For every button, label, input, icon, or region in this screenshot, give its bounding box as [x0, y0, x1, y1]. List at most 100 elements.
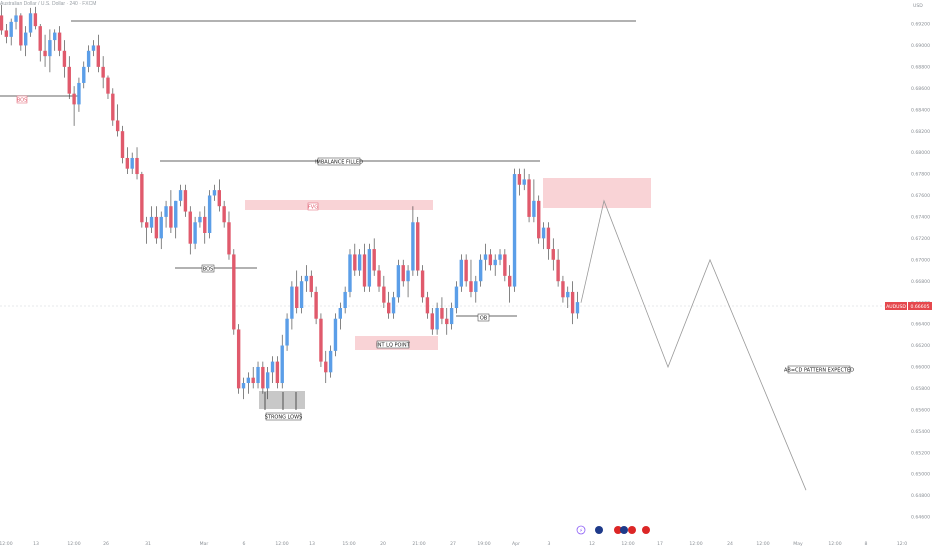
time-tick-label: 13 [33, 541, 39, 547]
annotation-labels: BOS IMBALANCE FILLED FVG BOS OB INT LQ P… [16, 95, 854, 420]
candle-body [164, 206, 168, 217]
price-axis[interactable]: 0.69200 0.69000 0.68800 0.68600 0.68400 0.682… [911, 22, 930, 521]
projection-path [580, 199, 807, 491]
candle-body [527, 179, 531, 217]
symbol-tag [885, 302, 907, 310]
candle-body [33, 13, 38, 27]
candle [575, 291, 580, 319]
candle [222, 200, 226, 228]
candle [174, 200, 178, 239]
candle-body [275, 361, 280, 384]
time-axis[interactable]: 12:00 13 12:00 26 31 Mar 6 12:00 13 15:00 20 21:00 2… [0, 541, 907, 547]
candle [469, 259, 473, 298]
candles-layer [0, 4, 580, 400]
candle-body [280, 345, 284, 384]
candle-body [57, 32, 62, 51]
candle-body [77, 82, 81, 105]
candle-body [333, 318, 338, 351]
au-flag-icon[interactable] [620, 526, 628, 534]
candle-body [377, 270, 381, 287]
strong-lows-label: STRONG LOWS [265, 412, 302, 420]
au-flag-icon[interactable] [595, 526, 603, 534]
price-tick-label: 0.69200 [911, 22, 930, 28]
candle-body [570, 291, 575, 314]
time-tick-label: 13 [309, 541, 315, 547]
chart-title: Australian Dollar / U.S. Dollar · 240 · … [0, 1, 97, 7]
candle-body [522, 179, 526, 185]
candle [188, 206, 192, 255]
candle-body [566, 291, 570, 298]
candle-body [575, 302, 580, 314]
candle-body [111, 93, 115, 121]
candle [193, 216, 197, 250]
candle-body [96, 45, 100, 67]
candle [425, 291, 430, 319]
candle [48, 29, 52, 73]
candle [203, 206, 207, 244]
candle [546, 222, 551, 260]
candle [304, 265, 309, 292]
candle [324, 350, 328, 384]
candle-body [401, 265, 405, 282]
candle [478, 254, 483, 287]
candle-body [319, 318, 323, 362]
bos-top-label: BOS [16, 95, 28, 103]
candle [261, 361, 265, 394]
candle [483, 243, 488, 271]
last-price-text: 0.66605 [911, 304, 930, 310]
candle [377, 265, 381, 292]
candle [198, 211, 202, 228]
candle-body [241, 383, 246, 389]
time-tick-label: 17 [657, 541, 663, 547]
candle [96, 34, 100, 73]
us-flag-icon[interactable] [628, 526, 636, 534]
candle [445, 308, 449, 335]
candle-body [445, 318, 449, 325]
candle [299, 275, 304, 314]
price-tick-label: 0.66000 [911, 365, 930, 371]
candle [14, 7, 18, 30]
candle-body [82, 66, 86, 83]
candle [77, 77, 81, 112]
time-tick-label: 6 [243, 541, 246, 547]
candle [309, 270, 313, 298]
candle [532, 179, 536, 223]
price-tick-label: 0.65000 [911, 472, 930, 478]
dividend-event-icon[interactable] [576, 525, 586, 535]
candle-body [28, 13, 33, 33]
candle [57, 26, 62, 57]
candle [314, 286, 318, 325]
candle [72, 86, 76, 126]
candle [67, 56, 71, 100]
fvg-text: FVG [308, 204, 318, 210]
candle [38, 24, 42, 62]
candle [440, 297, 444, 325]
price-tick-label: 0.68600 [911, 86, 930, 92]
candle [183, 184, 188, 217]
event-icons[interactable]: ⚡ [576, 525, 650, 535]
us-flag-icon[interactable] [642, 526, 650, 534]
candle-body [62, 50, 67, 67]
price-tick-label: 0.64800 [911, 493, 930, 499]
candle [207, 190, 212, 239]
candle-body [411, 222, 415, 271]
candle [406, 265, 410, 298]
price-tick-label: 0.66800 [911, 279, 930, 285]
candle-body [493, 259, 497, 266]
price-tick-label: 0.67200 [911, 236, 930, 242]
svg-text:⚡: ⚡ [579, 528, 583, 534]
candle-body [135, 157, 139, 175]
candle-body [396, 265, 401, 298]
candle-body [512, 174, 517, 287]
candle-body [425, 297, 430, 314]
candle-body [106, 77, 110, 94]
last-price-tags: AUDUSD 0.66605 [885, 302, 932, 310]
candle-body [478, 259, 483, 282]
time-tick-label: 12:00 [621, 541, 634, 547]
candle-body [469, 281, 473, 292]
time-tick-label: 12:00 [67, 541, 80, 547]
us-flag-icon[interactable] [614, 526, 622, 534]
zones-layer [245, 178, 651, 409]
candle-body [435, 308, 439, 330]
